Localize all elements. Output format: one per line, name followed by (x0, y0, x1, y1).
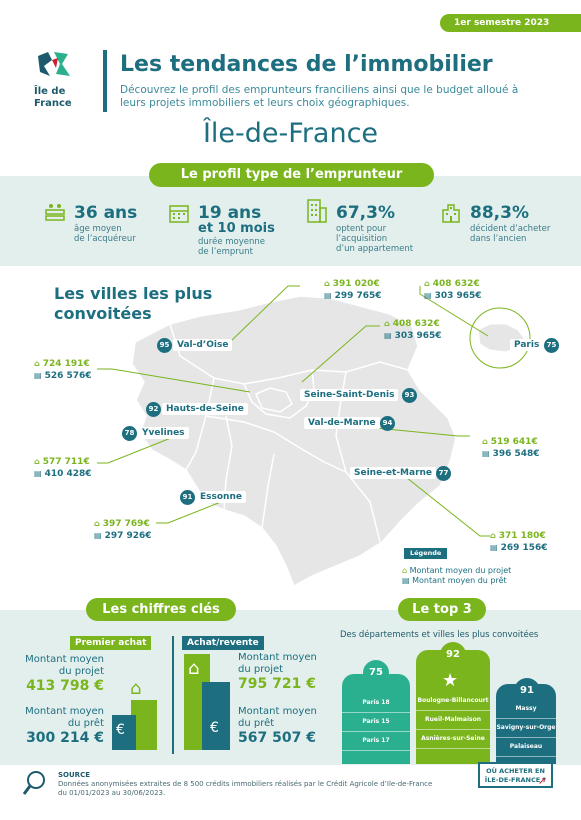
stat-old-label: décident d’acheter dans l’ancien (470, 224, 551, 244)
rank-badge-91: 91 (514, 678, 540, 704)
region-title: Île-de-France (202, 118, 379, 149)
first-purchase-loan-bar (112, 715, 136, 750)
podium-city: Paris 17 (342, 732, 410, 751)
map-title: Les villes les plus convoitées (54, 284, 213, 323)
credit-agricole-logo: Île de France (28, 50, 88, 120)
price-val-doise: ⌂ 391 020€ ▤ 299 765€ (324, 279, 382, 301)
price-paris: ⌂ 408 632€ ▤ 303 965€ (424, 279, 482, 301)
stat-duration-mid: et 10 mois (198, 221, 275, 236)
ca-logo-icon (38, 52, 70, 76)
profile-heading: Le profil type de l’emprunteur (149, 163, 434, 187)
stat-apartment-value: 67,3% (336, 203, 395, 223)
podium-city: Paris 15 (342, 713, 410, 732)
house-icon: ⌂ (188, 658, 200, 679)
source-text: Données anonymisées extraites de 8 500 c… (58, 780, 433, 797)
resale-loan: Montant moyen du prêt 567 507 € (238, 706, 317, 746)
price-hauts-de-seine: ⌂ 724 191€ ▤ 526 576€ (34, 359, 92, 381)
first-purchase-project: Montant moyen du projet 413 798 € (25, 654, 104, 694)
top3-subtitle: Des départements et villes les plus conv… (340, 630, 539, 640)
house-icon: ⌂ (402, 566, 410, 575)
coins-icon: € (210, 720, 219, 736)
key-figures-divider (172, 636, 174, 754)
price-essonne: ⌂ 397 769€ ▤ 297 926€ (94, 519, 152, 541)
apartment-icon (307, 199, 327, 223)
podium-city: Boulogne-Billancourt (416, 692, 490, 711)
cursor-icon: ➚ (538, 776, 547, 787)
first-purchase-loan: Montant moyen du prêt 300 214 € (25, 706, 104, 746)
podium-92: Boulogne-Billancourt Rueil-Malmaison Asn… (416, 650, 490, 764)
coins-icon: € (116, 722, 125, 738)
podium-city: Asnières-sur-Seine (416, 730, 490, 749)
house-icon: ⌂ (130, 678, 142, 699)
price-seine-saint-denis: ⌂ 408 632€ ▤ 303 965€ (384, 319, 442, 341)
logo-text: Île de France (34, 86, 72, 109)
key-figures-heading: Les chiffres clés (86, 598, 236, 621)
podium-city: Paris 18 (342, 694, 410, 713)
semester-tag: 1er semestre 2023 (440, 14, 581, 32)
podium-city: Savigny-sur-Orge (496, 719, 556, 738)
rank-badge-92: 92 (440, 642, 466, 668)
title-divider (103, 50, 107, 112)
stat-duration-value: 19 ans (198, 203, 262, 223)
price-val-de-marne: ⌂ 519 641€ ▤ 396 548€ (482, 437, 540, 459)
resale-project: Montant moyen du projet 795 721 € (238, 652, 317, 692)
podium-city: Palaiseau (496, 738, 556, 757)
top3-heading: Le top 3 (398, 598, 486, 621)
magnifier-icon (22, 771, 45, 795)
podium-city: Rueil-Malmaison (416, 711, 490, 730)
old-building-icon (442, 204, 460, 223)
price-yvelines: ⌂ 577 711€ ▤ 410 428€ (34, 457, 92, 479)
stat-apartment-label: optent pour l’acquisition d’un appartement (336, 224, 414, 254)
stat-age-label: âge moyen de l’acquéreur (74, 224, 136, 244)
resale-loan-bar (202, 682, 230, 750)
calendar-icon (169, 205, 189, 223)
rank-badge-75: 75 (363, 660, 389, 686)
price-seine-et-marne: ⌂ 371 180€ ▤ 269 156€ (490, 531, 548, 553)
legend-project: ⌂ Montant moyen du projet (402, 566, 512, 575)
first-purchase-label: Premier achat (70, 636, 152, 650)
podium-city: Massy (496, 700, 556, 719)
legend-title: Légende (404, 548, 448, 559)
coins-icon: ▤ (402, 576, 413, 585)
podium-75: Paris 18 Paris 15 Paris 17 (342, 674, 410, 764)
stat-old-value: 88,3% (470, 203, 529, 223)
stat-duration-label: durée moyenne de l’emprunt (198, 237, 265, 257)
legend-loan: ▤ Montant moyen du prêt (402, 576, 507, 585)
where-to-buy-button[interactable]: OÙ ACHETER EN ÎLE-DE-FRANCE ? (478, 762, 553, 788)
stat-age-value: 36 ans (74, 203, 138, 223)
page-title: Les tendances de l’immobilier (120, 52, 493, 77)
source-title: SOURCE (58, 771, 90, 779)
profile-band (0, 176, 581, 266)
star-icon: ★ (442, 670, 459, 691)
people-icon (45, 204, 65, 221)
page-subtitle: Découvrez le profil des emprunteurs fran… (120, 84, 519, 109)
resale-label: Achat/revente (182, 636, 264, 650)
